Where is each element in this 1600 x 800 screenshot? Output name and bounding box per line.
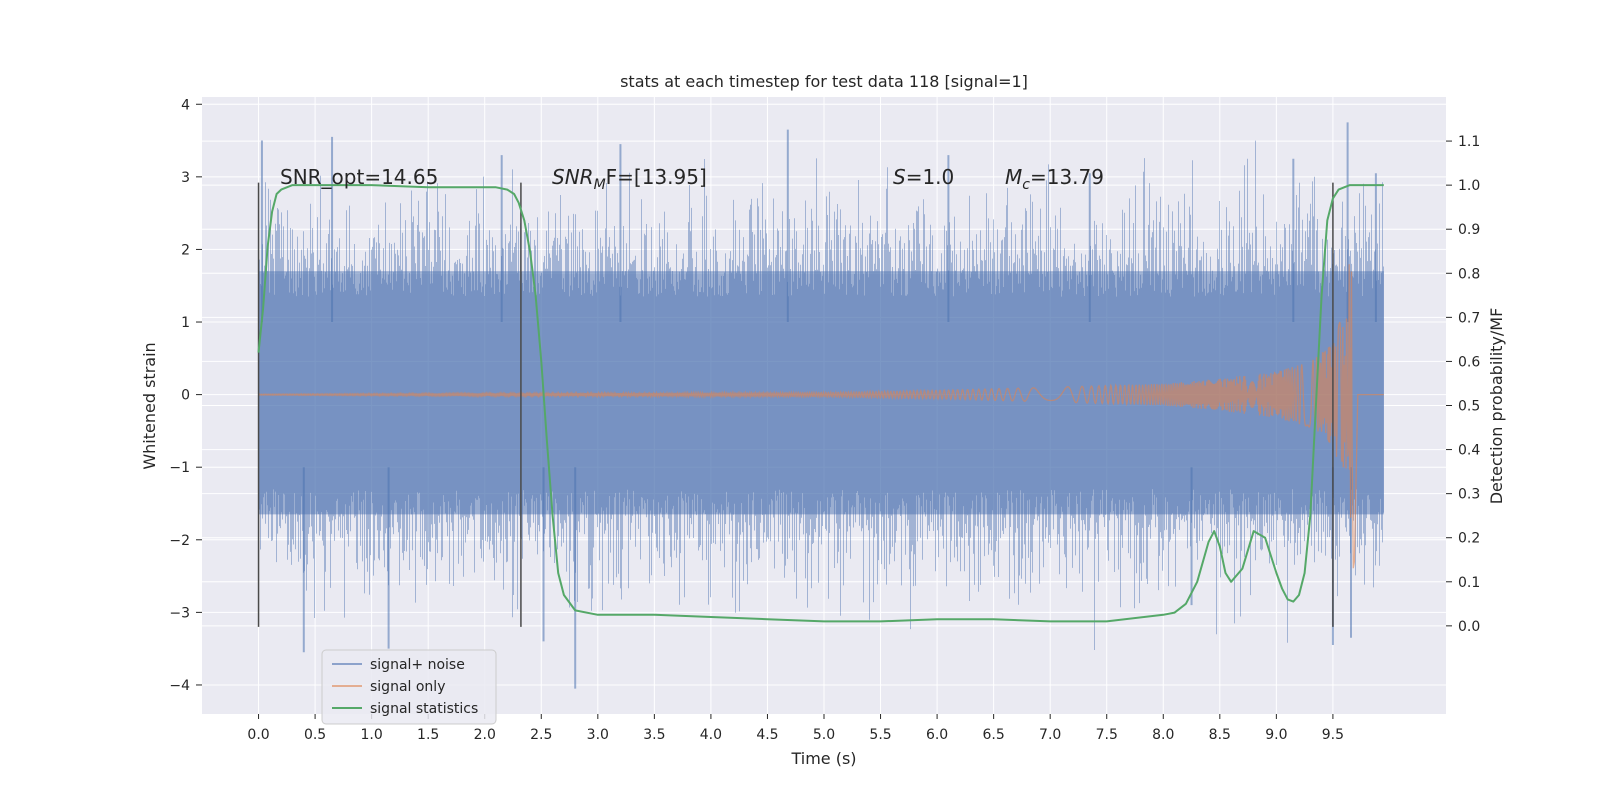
annotation-s-value: =1.0 [906, 165, 955, 189]
x-tick-label: 8.0 [1152, 727, 1174, 743]
annotation-s-letter: S [893, 165, 906, 189]
x-tick-label: 9.0 [1265, 727, 1287, 743]
y-axis-label-right: Detection probability/MF [1487, 308, 1506, 505]
y-tick-label-left: 2 [181, 242, 190, 258]
annotation-snr-mf-sub: M [594, 177, 606, 193]
annotation-mc-main: M [1005, 165, 1022, 189]
signal-only-series [258, 264, 1384, 569]
y-tick-label-left: 4 [181, 97, 190, 113]
y-tick-label-left: 1 [181, 315, 190, 331]
y-tick-label-left: −3 [169, 605, 190, 621]
y-tick-label-left: 0 [181, 388, 190, 404]
annotation-mc-sub: c [1022, 177, 1030, 193]
y-tick-label-right: 0.3 [1458, 487, 1480, 503]
legend-label-signal: signal only [370, 679, 445, 695]
annotation-snr-mf-main: SNR [552, 165, 594, 189]
y-tick-label-right: 0.2 [1458, 531, 1480, 547]
chart-title: stats at each timestep for test data 118… [620, 72, 1028, 91]
x-tick-label: 6.0 [926, 727, 948, 743]
x-tick-label: 2.0 [474, 727, 496, 743]
annotation-s: S=1.0 [893, 165, 954, 189]
y-tick-label-right: 0.8 [1458, 266, 1480, 282]
x-tick-label: 7.0 [1039, 727, 1061, 743]
signal-statistics-series [257, 184, 1384, 623]
x-tick-label: 8.5 [1209, 727, 1231, 743]
y-tick-label-right: 0.1 [1458, 575, 1480, 591]
y-tick-label-right: 0.6 [1458, 354, 1480, 370]
x-tick-label: 5.0 [813, 727, 835, 743]
annotation-mc-value: =13.79 [1030, 165, 1104, 189]
y-tick-label-right: 1.0 [1458, 178, 1480, 194]
annotation-snr-opt: SNR_opt=14.65 [280, 165, 438, 189]
x-tick-label: 4.5 [756, 727, 778, 743]
y-tick-label-right: 0.4 [1458, 443, 1480, 459]
legend-label-stats: signal statistics [370, 701, 478, 717]
x-tick-label: 3.5 [643, 727, 665, 743]
x-tick-label: 1.5 [417, 727, 439, 743]
y-axis-label-left: Whitened strain [140, 342, 159, 469]
y-tick-label-right: 0.5 [1458, 399, 1480, 415]
annotation-snr-mf-rest: F=[13.95] [606, 165, 707, 189]
legend-label-noise: signal+ noise [370, 657, 465, 673]
annotation-snr-mf: SNRMF=[13.95] [552, 165, 707, 193]
axis-ticks: 0.0 0.5 1.0 1.5 2.0 2.5 3.0 3.5 4.0 4.5 5.0 5.5 6.0 6… [169, 97, 1480, 743]
y-tick-label-right: 0.0 [1458, 619, 1480, 635]
y-tick-label-left: 3 [181, 170, 190, 186]
x-tick-label: 5.5 [869, 727, 891, 743]
signal-statistics-line [257, 184, 1384, 623]
signal-only-line [258, 264, 1384, 569]
x-tick-label: 2.5 [530, 727, 552, 743]
x-tick-label: 7.5 [1096, 727, 1118, 743]
x-tick-label: 0.5 [304, 727, 326, 743]
vertical-markers [257, 182, 1334, 627]
x-axis-label: Time (s) [790, 749, 856, 768]
y-tick-label-right: 0.7 [1458, 310, 1480, 326]
x-tick-label: 4.0 [700, 727, 722, 743]
y-tick-label-right: 0.9 [1458, 222, 1480, 238]
annotation-mc: Mc=13.79 [1005, 165, 1104, 193]
legend-box [321, 649, 497, 725]
x-tick-label: 3.0 [587, 727, 609, 743]
x-tick-label: 9.5 [1322, 727, 1344, 743]
y-tick-label-right: 1.1 [1458, 134, 1480, 150]
y-tick-label-left: −2 [169, 533, 190, 549]
y-tick-label-left: −1 [169, 460, 190, 476]
legend: signal+ noise signal only signal statist… [321, 649, 497, 725]
x-tick-label: 1.0 [361, 727, 383, 743]
y-tick-label-left: −4 [169, 678, 190, 694]
x-tick-label: 0.0 [247, 727, 269, 743]
x-tick-label: 6.5 [983, 727, 1005, 743]
